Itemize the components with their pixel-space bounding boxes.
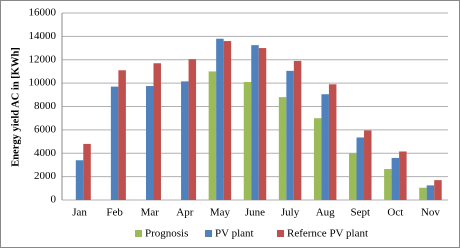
x-tick-label: Jan [72,207,87,219]
bar [181,81,189,200]
x-tick-label: Apr [176,207,193,219]
bar [153,63,161,200]
bar [434,180,442,200]
y-tick-label: 6000 [34,123,57,135]
bar [399,151,407,200]
x-tick-label: Sept [350,207,370,219]
bar [110,86,119,200]
legend-swatch [135,230,142,237]
bar [426,185,435,200]
y-tick-label: 8000 [34,100,57,112]
bar [223,41,232,200]
y-tick-label: 0 [51,194,57,206]
legend-swatch [277,230,284,237]
bar [208,71,217,200]
x-tick-label: Nov [421,207,440,219]
y-tick-label: 16000 [29,7,57,19]
bar [356,137,365,200]
bar [243,81,252,200]
bar [321,94,329,200]
legend-label: Prognosis [145,228,188,240]
bar [278,97,287,200]
y-tick-label: 14000 [29,30,57,42]
bar [286,70,294,201]
bar [419,187,427,200]
bar [293,60,302,201]
x-tick-label: Feb [106,207,123,219]
legend-label: PV plant [215,228,254,240]
bar [75,160,84,200]
y-tick-label: 10000 [29,77,57,89]
x-tick-label: Aug [316,207,335,219]
bar [251,45,259,200]
x-tick-label: June [245,207,265,219]
x-tick-label: Oct [387,207,403,219]
bar [313,118,322,200]
x-tick-label: July [281,207,300,219]
bar [145,86,154,200]
bar [328,84,337,200]
y-axis-label: Energy yield AC in [KWh] [10,47,21,167]
bar [216,38,224,201]
legend-swatch [205,230,212,237]
y-tick-label: 12000 [29,53,57,65]
x-tick-label: Mar [141,207,160,219]
y-tick-label: 2000 [34,170,57,182]
x-tick-label: May [210,207,231,219]
bar [349,153,357,200]
bar [364,130,372,200]
y-tick-label: 4000 [34,147,57,159]
bar [83,143,91,200]
bar [258,48,267,200]
legend-label: Refernce PV plant [287,228,368,240]
bar [391,157,400,200]
bar [384,169,392,200]
bar [118,70,126,200]
bar [188,59,197,201]
